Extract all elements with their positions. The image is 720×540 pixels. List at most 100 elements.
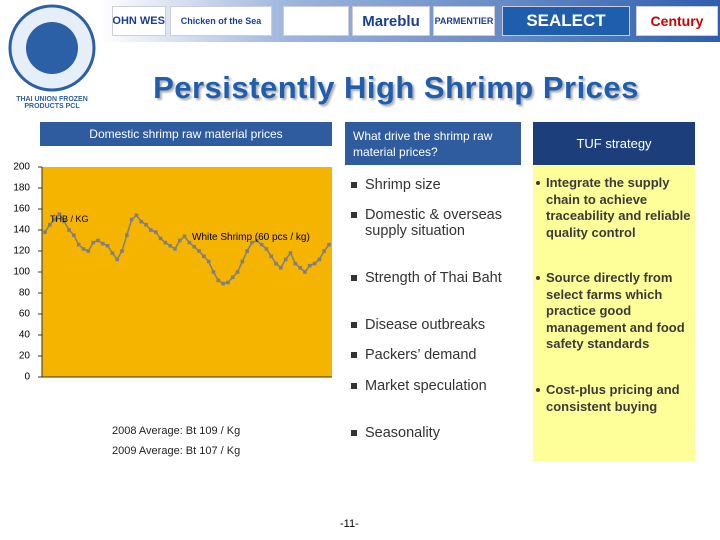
- data-point: [115, 257, 120, 262]
- data-point: [149, 228, 153, 232]
- logo: Century: [636, 6, 718, 36]
- data-point: [254, 238, 259, 243]
- data-point: [303, 270, 307, 274]
- y-axis-label: THB / KG: [50, 214, 89, 224]
- data-point: [120, 249, 124, 253]
- data-point: [240, 259, 245, 264]
- y-tick-label: 20: [19, 351, 31, 362]
- data-point: [163, 240, 168, 245]
- page-number: -11-: [340, 518, 359, 530]
- data-point: [177, 238, 182, 243]
- company-name: THAI UNION FROZEN PRODUCTS PCL: [16, 96, 88, 110]
- data-point: [62, 219, 67, 224]
- data-point: [81, 247, 86, 251]
- data-point: [96, 238, 100, 243]
- data-point: [72, 233, 76, 238]
- data-point: [187, 240, 192, 245]
- y-tick-label: 140: [13, 225, 30, 236]
- data-point: [293, 261, 298, 266]
- series-annotation: White Shrimp (60 pcs / kg): [192, 232, 310, 243]
- y-tick-label: 60: [19, 309, 31, 320]
- driver-item: Domestic & overseas supply situation: [349, 207, 535, 239]
- logo: Chicken of the Sea: [170, 6, 272, 36]
- logo: SEALECT: [502, 6, 630, 36]
- y-tick-label: 0: [24, 372, 30, 383]
- data-point: [192, 245, 197, 249]
- data-point: [129, 217, 134, 222]
- y-tick-label: 40: [19, 330, 31, 341]
- average: 2008 Average: Bt 109 / Kg: [112, 425, 241, 437]
- driver-item: Disease outbreaks: [349, 317, 535, 333]
- driver-item: Market speculation: [349, 378, 515, 394]
- data-point: [226, 280, 230, 285]
- logo: PARMENTIER: [433, 6, 495, 36]
- data-point: [279, 266, 283, 270]
- data-point: [317, 257, 322, 262]
- data-point: [105, 243, 110, 248]
- data-point: [43, 230, 47, 234]
- data-point: [312, 261, 317, 266]
- data-point: [269, 254, 274, 259]
- data-point: [158, 236, 163, 241]
- data-point: [197, 249, 201, 253]
- strategy-panel: [533, 165, 695, 461]
- driver-item: Packers’ demand: [349, 347, 535, 363]
- data-point: [235, 270, 240, 274]
- data-point: [91, 240, 95, 245]
- y-tick-label: 80: [19, 288, 31, 299]
- data-point: [250, 240, 254, 245]
- data-point: [288, 251, 293, 255]
- strategy-header: TUF strategy: [533, 122, 695, 165]
- data-point: [202, 254, 206, 259]
- data-point: [230, 275, 235, 280]
- driver-item: Shrimp size: [349, 177, 535, 193]
- strategy-item: Cost-plus pricing and consistent buying: [534, 382, 694, 415]
- strategy-item: Integrate the supply chain to achieve tr…: [534, 175, 694, 241]
- data-point: [283, 257, 288, 262]
- slide-title: Persistently High Shrimp Prices: [153, 70, 639, 105]
- data-point: [57, 212, 62, 217]
- data-point: [216, 278, 221, 283]
- data-point: [139, 219, 144, 224]
- data-point: [48, 222, 52, 227]
- data-point: [322, 249, 326, 253]
- data-point: [264, 247, 269, 251]
- average: 2009 Average: Bt 107 / Kg: [112, 445, 241, 457]
- data-point: [182, 234, 187, 239]
- data-point: [110, 251, 115, 255]
- driver-item: Strength of Thai Baht: [349, 270, 535, 286]
- data-point: [134, 213, 139, 218]
- data-point: [125, 233, 129, 238]
- plot-area: [42, 167, 332, 377]
- y-tick-label: 100: [13, 267, 30, 278]
- data-point: [67, 228, 71, 232]
- driver-item: Seasonality: [349, 425, 535, 441]
- data-point: [298, 266, 302, 270]
- data-point: [76, 242, 81, 247]
- data-point: [86, 249, 91, 253]
- y-tick-label: 160: [13, 204, 30, 215]
- data-point: [144, 222, 148, 227]
- data-point: [307, 263, 312, 268]
- data-point: [327, 242, 331, 247]
- logo: [283, 6, 349, 36]
- y-tick-label: 200: [13, 162, 30, 173]
- chart-title: Domestic shrimp raw material prices: [40, 122, 332, 146]
- y-tick-label: 180: [13, 183, 30, 194]
- drivers-header: What drive the shrimp raw material price…: [345, 122, 521, 165]
- y-tick-label: 120: [13, 246, 30, 257]
- logo: Mareblu: [352, 6, 430, 36]
- data-point: [221, 281, 225, 286]
- data-point: [153, 230, 158, 234]
- data-point: [168, 243, 172, 248]
- data-point: [259, 242, 264, 247]
- data-point: [211, 270, 216, 274]
- data-point: [173, 247, 177, 251]
- data-point: [245, 249, 249, 253]
- company-logo-core: [26, 22, 78, 74]
- data-point: [52, 217, 57, 222]
- data-point: [206, 259, 211, 264]
- logo: JOHN WEST: [112, 6, 166, 36]
